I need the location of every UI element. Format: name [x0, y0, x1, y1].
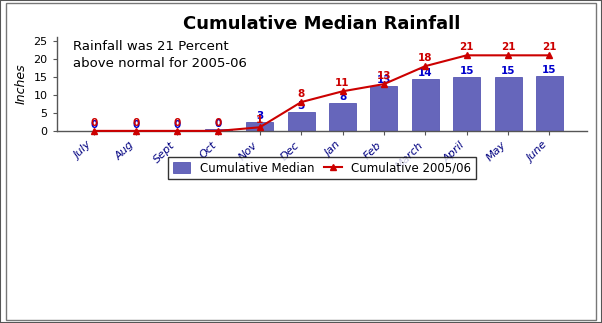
Text: 21: 21: [459, 42, 474, 52]
Bar: [412, 79, 439, 131]
Bar: [495, 77, 521, 131]
Bar: [246, 122, 273, 131]
Text: 0: 0: [132, 120, 139, 130]
Text: 8: 8: [297, 89, 305, 99]
Bar: [329, 103, 356, 131]
Title: Cumulative Median Rainfall: Cumulative Median Rainfall: [183, 15, 461, 33]
Text: 0: 0: [215, 119, 222, 129]
Text: 21: 21: [542, 42, 557, 52]
Bar: [205, 130, 232, 131]
Text: 3: 3: [256, 111, 264, 121]
Text: 14: 14: [418, 68, 433, 78]
Text: 18: 18: [418, 53, 433, 63]
Text: 8: 8: [339, 92, 346, 102]
Text: 0: 0: [91, 120, 98, 130]
Bar: [453, 77, 480, 131]
Text: 11: 11: [335, 78, 350, 89]
Text: 15: 15: [542, 66, 557, 76]
Text: 1: 1: [256, 115, 264, 125]
Legend: Cumulative Median, Cumulative 2005/06: Cumulative Median, Cumulative 2005/06: [168, 157, 476, 179]
Text: 13: 13: [377, 75, 391, 85]
Text: 13: 13: [377, 71, 391, 81]
Text: 0: 0: [91, 118, 98, 128]
Text: 0: 0: [132, 118, 139, 128]
Bar: [370, 86, 397, 131]
Text: 21: 21: [501, 42, 515, 52]
Text: 0: 0: [173, 118, 181, 128]
Text: 15: 15: [459, 66, 474, 76]
Y-axis label: Inches: Inches: [15, 64, 28, 104]
Text: 0: 0: [215, 118, 222, 128]
Text: Rainfall was 21 Percent
above normal for 2005-06: Rainfall was 21 Percent above normal for…: [73, 40, 246, 70]
Text: 0: 0: [173, 120, 181, 130]
Text: 5: 5: [297, 101, 305, 111]
Bar: [536, 76, 563, 131]
Text: 15: 15: [501, 66, 515, 76]
Bar: [288, 112, 315, 131]
